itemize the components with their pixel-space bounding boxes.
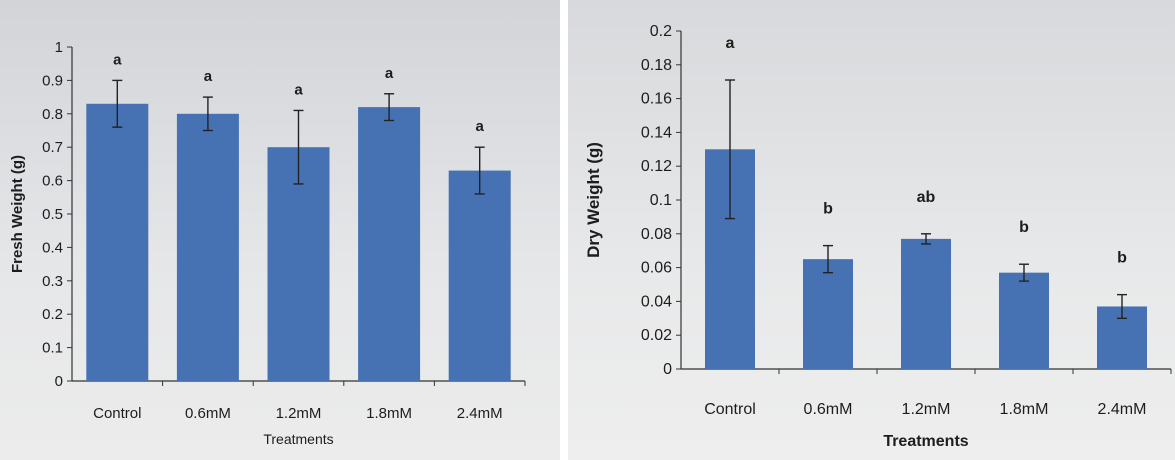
x-category-label: Control: [704, 401, 756, 418]
x-category-label: 1.8mM: [1000, 401, 1049, 418]
bar: [448, 170, 511, 381]
y-tick-label: 0.5: [42, 206, 63, 223]
y-tick-label: 0.9: [42, 72, 63, 89]
x-category-label: 0.6mM: [804, 401, 853, 418]
panel-divider: [560, 0, 568, 460]
dry-weight-chart-panel: 0 0.02 0.04 0.06 0.08 0.1 0.12 0.14 0.16 0.18 0.2 a…: [568, 0, 1175, 460]
y-tick-label: 0.06: [641, 260, 672, 277]
x-category-label: 1.8mM: [366, 405, 412, 422]
x-category-label: 1.2mM: [276, 405, 322, 422]
bar: [267, 147, 330, 381]
x-category-label: 1.2mM: [902, 401, 951, 418]
bar: [86, 103, 149, 381]
y-axis-title: Dry Weight (g): [584, 142, 603, 258]
y-tick-label: 0.6: [42, 173, 63, 190]
x-category-label: Control: [93, 405, 141, 422]
y-tick-label: 0.1: [42, 340, 63, 357]
y-tick-label: 0.12: [641, 158, 672, 175]
y-tick-label: 0.3: [42, 273, 63, 290]
x-category-label: 0.6mM: [185, 405, 231, 422]
y-tick-label: 0.1: [650, 192, 672, 209]
x-axis-title: Treatments: [263, 431, 333, 447]
bar: [358, 107, 421, 382]
y-tick-label: 0.2: [650, 23, 672, 40]
y-tick-label: 0.18: [641, 57, 672, 74]
significance-label: a: [476, 118, 485, 135]
y-tick-label: 0.02: [641, 327, 672, 344]
y-tick-label: 0.08: [641, 226, 672, 243]
y-tick-label: 0: [55, 373, 63, 390]
fresh-weight-chart: 0 0.1 0.2 0.3 0.4 0.5 0.6 0.7 0.8 0.9 1 a Control a 0.…: [9, 39, 526, 447]
significance-label: ab: [917, 189, 936, 206]
x-category-label: 2.4mM: [1098, 401, 1147, 418]
y-tick-label: 0.8: [42, 106, 63, 123]
bar: [901, 238, 951, 369]
significance-label: b: [1019, 219, 1029, 236]
y-tick-label: 0.14: [641, 124, 672, 141]
y-tick-label: 0.2: [42, 306, 63, 323]
y-tick-label: 0.4: [42, 239, 63, 256]
bar: [176, 113, 239, 382]
y-axis-title: Fresh Weight (g): [9, 155, 26, 273]
y-tick-label: 0: [663, 361, 672, 378]
significance-label: a: [113, 51, 122, 68]
bar: [803, 259, 853, 369]
significance-label: a: [726, 35, 735, 52]
fresh-weight-chart-panel: 0 0.1 0.2 0.3 0.4 0.5 0.6 0.7 0.8 0.9 1 a Control a 0.…: [0, 0, 560, 460]
significance-label: b: [1117, 250, 1127, 267]
significance-label: a: [204, 68, 213, 85]
y-tick-label: 0.16: [641, 91, 672, 108]
significance-label: a: [294, 81, 303, 98]
y-tick-label: 0.7: [42, 139, 63, 156]
bar: [999, 272, 1049, 369]
x-axis-title: Treatments: [883, 433, 968, 450]
y-tick-label: 0.04: [641, 293, 672, 310]
significance-label: a: [385, 65, 394, 82]
significance-label: b: [823, 201, 833, 218]
dry-weight-chart: 0 0.02 0.04 0.06 0.08 0.1 0.12 0.14 0.16 0.18 0.2 a…: [584, 23, 1172, 450]
x-category-label: 2.4mM: [457, 405, 503, 422]
y-tick-label: 1: [55, 39, 63, 56]
